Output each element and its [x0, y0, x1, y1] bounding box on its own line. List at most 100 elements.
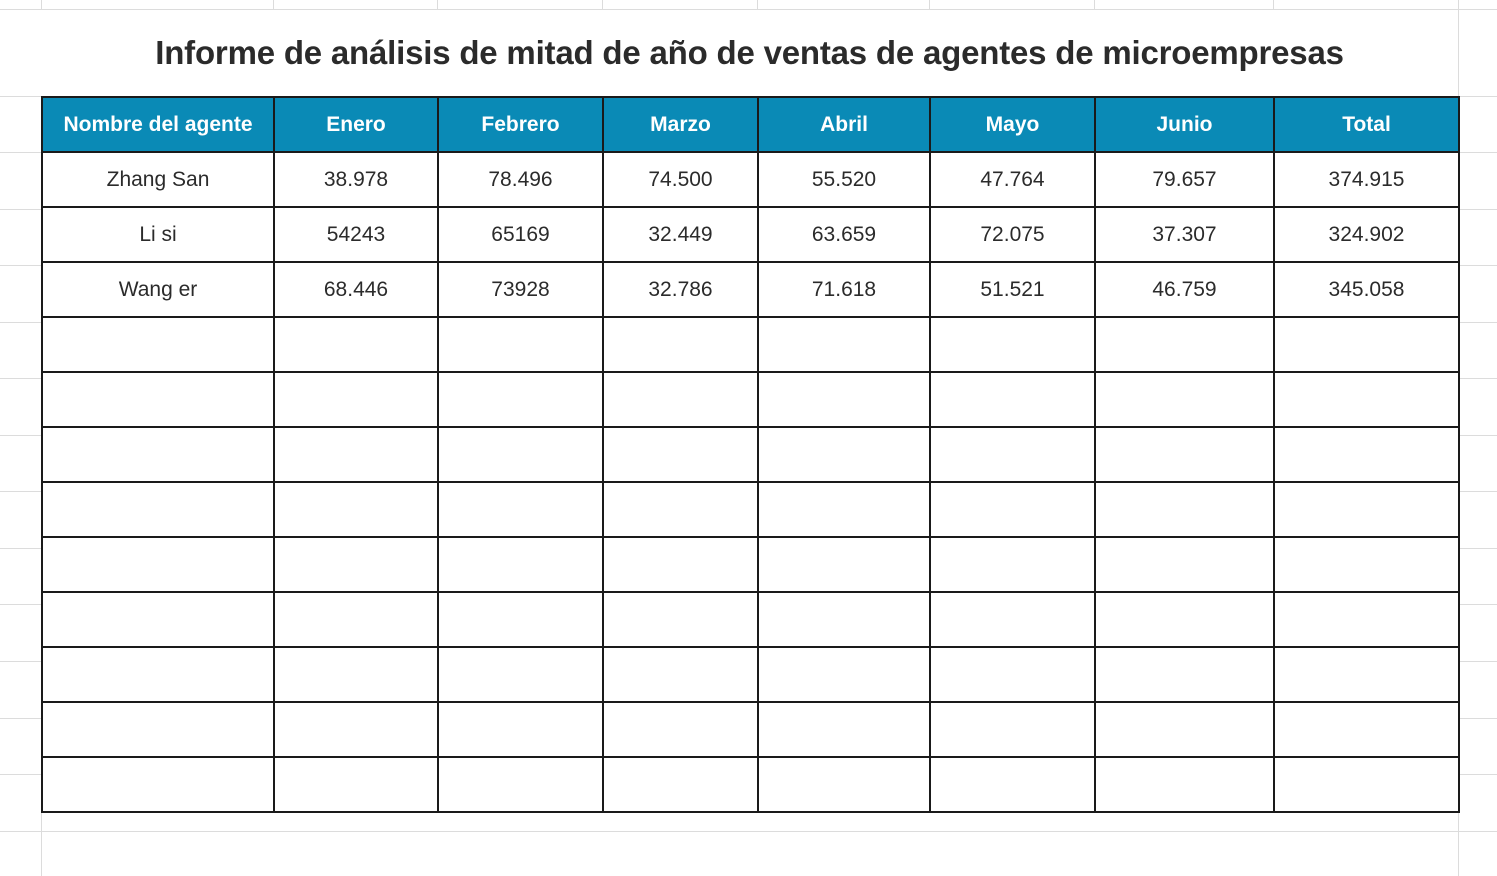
may-cell[interactable] [929, 701, 1096, 758]
february-cell[interactable]: 78.496 [437, 151, 604, 208]
march-cell[interactable] [602, 316, 759, 373]
february-cell[interactable] [437, 756, 604, 813]
header-agent-name[interactable]: Nombre del agente [41, 96, 275, 153]
april-cell[interactable] [757, 756, 931, 813]
february-cell[interactable] [437, 371, 604, 428]
february-cell[interactable] [437, 701, 604, 758]
header-march[interactable]: Marzo [602, 96, 759, 153]
agent-name-cell[interactable] [41, 701, 275, 758]
march-cell[interactable] [602, 756, 759, 813]
april-cell[interactable] [757, 481, 931, 538]
january-cell[interactable] [273, 646, 439, 703]
agent-name-cell[interactable] [41, 646, 275, 703]
january-cell[interactable] [273, 756, 439, 813]
june-cell[interactable] [1094, 316, 1275, 373]
header-february[interactable]: Febrero [437, 96, 604, 153]
january-cell[interactable]: 38.978 [273, 151, 439, 208]
total-cell[interactable] [1273, 316, 1460, 373]
january-cell[interactable] [273, 371, 439, 428]
header-april[interactable]: Abril [757, 96, 931, 153]
may-cell[interactable]: 51.521 [929, 261, 1096, 318]
february-cell[interactable] [437, 316, 604, 373]
agent-name-cell[interactable]: Wang er [41, 261, 275, 318]
february-cell[interactable]: 73928 [437, 261, 604, 318]
june-cell[interactable] [1094, 756, 1275, 813]
total-cell[interactable] [1273, 646, 1460, 703]
may-cell[interactable] [929, 756, 1096, 813]
agent-name-cell[interactable] [41, 536, 275, 593]
april-cell[interactable] [757, 371, 931, 428]
may-cell[interactable] [929, 371, 1096, 428]
march-cell[interactable]: 32.786 [602, 261, 759, 318]
total-cell[interactable] [1273, 701, 1460, 758]
january-cell[interactable] [273, 316, 439, 373]
total-cell[interactable] [1273, 481, 1460, 538]
report-title-cell[interactable]: Informe de análisis de mitad de año de v… [41, 10, 1458, 96]
total-cell[interactable] [1273, 426, 1460, 483]
january-cell[interactable]: 54243 [273, 206, 439, 263]
march-cell[interactable] [602, 481, 759, 538]
january-cell[interactable] [273, 536, 439, 593]
total-cell[interactable] [1273, 756, 1460, 813]
march-cell[interactable] [602, 646, 759, 703]
june-cell[interactable] [1094, 646, 1275, 703]
april-cell[interactable] [757, 646, 931, 703]
total-cell[interactable]: 345.058 [1273, 261, 1460, 318]
april-cell[interactable] [757, 591, 931, 648]
header-total[interactable]: Total [1273, 96, 1460, 153]
april-cell[interactable]: 55.520 [757, 151, 931, 208]
agent-name-cell[interactable]: Li si [41, 206, 275, 263]
march-cell[interactable]: 74.500 [602, 151, 759, 208]
may-cell[interactable] [929, 591, 1096, 648]
april-cell[interactable]: 63.659 [757, 206, 931, 263]
april-cell[interactable] [757, 536, 931, 593]
april-cell[interactable]: 71.618 [757, 261, 931, 318]
total-cell[interactable]: 324.902 [1273, 206, 1460, 263]
may-cell[interactable] [929, 426, 1096, 483]
header-january[interactable]: Enero [273, 96, 439, 153]
june-cell[interactable] [1094, 371, 1275, 428]
march-cell[interactable] [602, 536, 759, 593]
agent-name-cell[interactable] [41, 756, 275, 813]
june-cell[interactable]: 46.759 [1094, 261, 1275, 318]
january-cell[interactable] [273, 591, 439, 648]
june-cell[interactable]: 37.307 [1094, 206, 1275, 263]
total-cell[interactable]: 374.915 [1273, 151, 1460, 208]
january-cell[interactable] [273, 481, 439, 538]
may-cell[interactable] [929, 481, 1096, 538]
agent-name-cell[interactable] [41, 371, 275, 428]
may-cell[interactable] [929, 646, 1096, 703]
february-cell[interactable] [437, 481, 604, 538]
agent-name-cell[interactable] [41, 426, 275, 483]
agent-name-cell[interactable] [41, 316, 275, 373]
total-cell[interactable] [1273, 536, 1460, 593]
april-cell[interactable] [757, 426, 931, 483]
february-cell[interactable] [437, 536, 604, 593]
march-cell[interactable] [602, 371, 759, 428]
total-cell[interactable] [1273, 591, 1460, 648]
header-june[interactable]: Junio [1094, 96, 1275, 153]
february-cell[interactable] [437, 646, 604, 703]
january-cell[interactable] [273, 426, 439, 483]
january-cell[interactable] [273, 701, 439, 758]
february-cell[interactable]: 65169 [437, 206, 604, 263]
may-cell[interactable] [929, 316, 1096, 373]
header-may[interactable]: Mayo [929, 96, 1096, 153]
may-cell[interactable]: 47.764 [929, 151, 1096, 208]
january-cell[interactable]: 68.446 [273, 261, 439, 318]
march-cell[interactable]: 32.449 [602, 206, 759, 263]
june-cell[interactable]: 79.657 [1094, 151, 1275, 208]
agent-name-cell[interactable] [41, 591, 275, 648]
february-cell[interactable] [437, 426, 604, 483]
april-cell[interactable] [757, 316, 931, 373]
june-cell[interactable] [1094, 701, 1275, 758]
june-cell[interactable] [1094, 481, 1275, 538]
total-cell[interactable] [1273, 371, 1460, 428]
june-cell[interactable] [1094, 536, 1275, 593]
february-cell[interactable] [437, 591, 604, 648]
march-cell[interactable] [602, 591, 759, 648]
june-cell[interactable] [1094, 426, 1275, 483]
may-cell[interactable]: 72.075 [929, 206, 1096, 263]
agent-name-cell[interactable]: Zhang San [41, 151, 275, 208]
march-cell[interactable] [602, 701, 759, 758]
